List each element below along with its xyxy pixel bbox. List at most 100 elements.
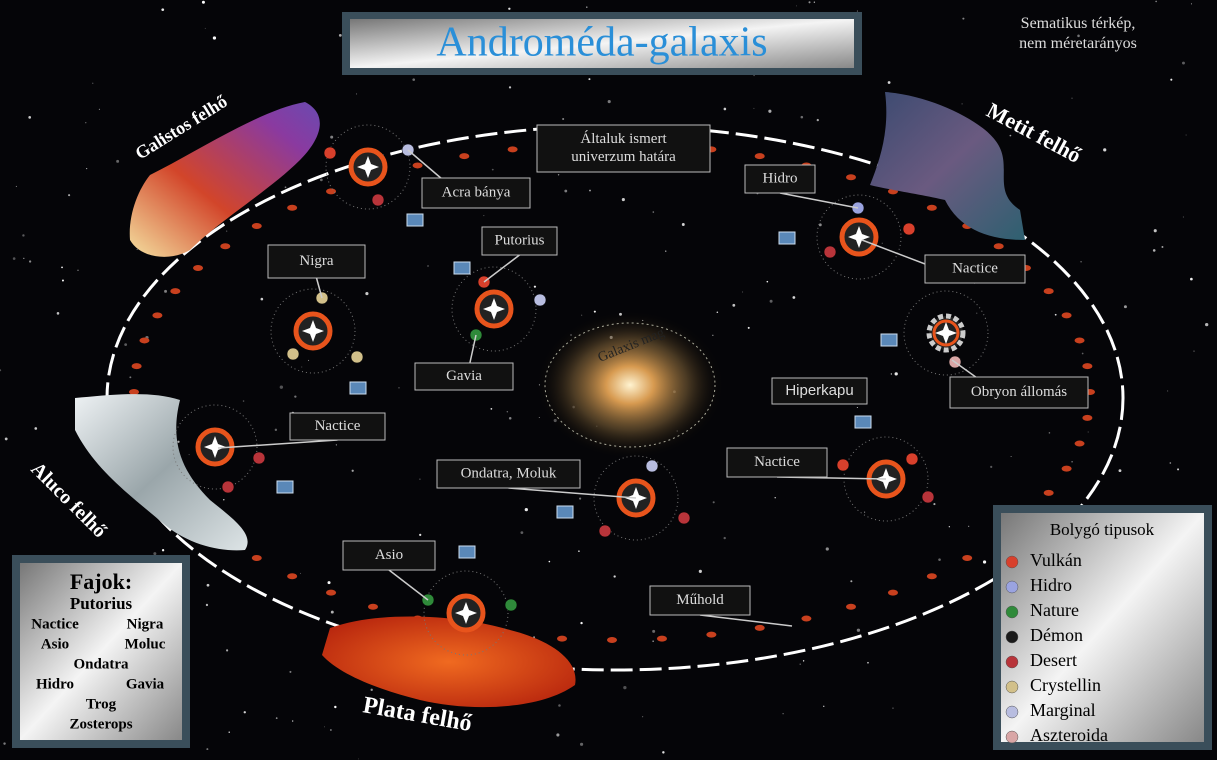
star (243, 400, 245, 402)
star (16, 186, 17, 187)
star (976, 313, 977, 314)
star (226, 231, 227, 232)
legend-swatch (1006, 606, 1018, 618)
star (665, 250, 666, 251)
star (682, 223, 685, 226)
star (775, 497, 776, 498)
star (968, 526, 969, 527)
callout: Általuk ismertuniverzum határa (537, 125, 710, 172)
star (549, 561, 551, 563)
species-title: Fajok: (70, 569, 132, 594)
star (983, 560, 986, 563)
star (558, 174, 559, 175)
rim-planet (755, 153, 765, 159)
star (564, 190, 567, 193)
legend-title: Bolygó tipusok (1050, 520, 1155, 539)
star (77, 270, 78, 271)
star (783, 713, 784, 714)
star (1194, 351, 1195, 352)
species-name: Trog (86, 696, 117, 712)
legend-label: Démon (1030, 625, 1083, 645)
star (1082, 353, 1084, 355)
legend-swatch (1006, 706, 1018, 718)
star (162, 549, 164, 551)
callout-label: Nigra (299, 253, 333, 269)
star (713, 501, 715, 503)
star (213, 36, 216, 39)
star (938, 558, 941, 561)
callout-label: Általuk ismert (580, 130, 667, 147)
star (748, 327, 750, 329)
star (534, 286, 536, 288)
rim-planet (657, 636, 667, 642)
star (578, 550, 580, 552)
star (857, 407, 858, 408)
star (86, 168, 87, 169)
callout-label: Acra bánya (442, 184, 511, 200)
rim-planet (1044, 288, 1054, 294)
star (61, 267, 63, 269)
hypergate (350, 382, 366, 394)
rim-planet (252, 555, 262, 561)
star (206, 748, 208, 750)
star (22, 234, 24, 236)
species-name: Moluc (125, 636, 166, 652)
rim-planet (252, 223, 262, 229)
star (1011, 456, 1012, 457)
star (285, 186, 287, 188)
callout-label: Nactice (754, 454, 800, 470)
legend-swatch (1006, 631, 1018, 643)
planet (599, 525, 611, 537)
star (732, 304, 735, 307)
galaxy-core (535, 310, 725, 460)
rim-planet (459, 153, 469, 159)
star (261, 298, 264, 301)
star (226, 649, 228, 651)
rim-planet (368, 604, 378, 610)
star (814, 2, 815, 3)
star (412, 78, 415, 81)
star (558, 704, 561, 707)
star (1153, 249, 1156, 252)
star (1055, 314, 1057, 316)
star (800, 664, 801, 665)
rim-planet (927, 573, 937, 579)
star (613, 575, 615, 577)
legend-swatch (1006, 681, 1018, 693)
star (508, 8, 510, 10)
star (850, 580, 852, 582)
callout-label: Ondatra, Moluk (461, 465, 557, 481)
star (223, 499, 224, 500)
star (817, 119, 819, 121)
planet (646, 460, 658, 472)
star (754, 75, 755, 76)
species-name: Hidro (36, 676, 74, 692)
legend-label: Crystellin (1030, 675, 1101, 695)
note: Sematikus térkép, (1021, 15, 1136, 32)
rim-planet (846, 604, 856, 610)
star (823, 706, 824, 707)
star (1205, 323, 1208, 326)
star (371, 689, 373, 691)
rim-planet (962, 555, 972, 561)
star (116, 160, 119, 163)
star (867, 662, 869, 664)
star (207, 584, 210, 587)
species-name: Zosterops (69, 716, 132, 732)
star (1182, 62, 1185, 65)
star (1155, 1, 1157, 3)
star (339, 34, 342, 37)
star (796, 5, 797, 6)
star (1071, 98, 1072, 99)
rim-planet (1082, 363, 1092, 369)
star (419, 534, 421, 536)
star (594, 311, 596, 313)
star (895, 372, 898, 375)
rim-planet (326, 590, 336, 596)
star (623, 686, 626, 689)
star (1183, 216, 1184, 217)
star (28, 116, 31, 119)
species-name: Asio (41, 636, 69, 652)
star (507, 411, 508, 412)
star (398, 387, 399, 388)
